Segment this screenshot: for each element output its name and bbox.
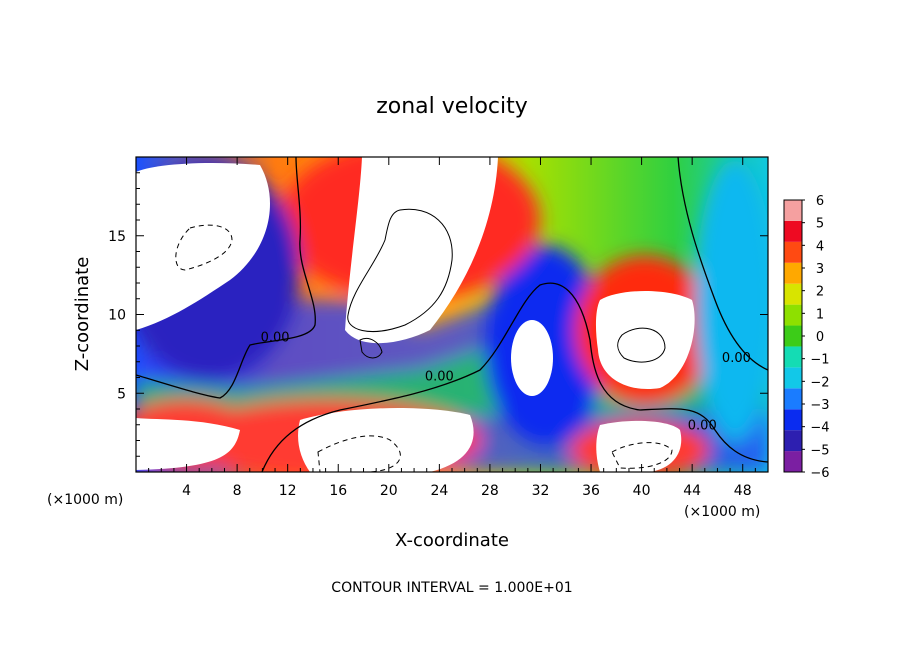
x-tick-label: 44 [683, 483, 701, 499]
contour-dashed-upper [175, 224, 233, 271]
y-tick-label: 10 [108, 308, 126, 324]
contour-dashed-lower-right [611, 442, 673, 469]
contour-small [359, 338, 383, 359]
x-tick-label: 12 [279, 483, 297, 499]
region-westerly-core [595, 291, 695, 390]
colorbar-swatch [784, 430, 802, 452]
chart-title: zonal velocity [376, 94, 528, 119]
zero-contour-right [677, 157, 768, 371]
y-tick-label: 5 [117, 386, 126, 402]
velocity-field [136, 157, 768, 472]
region-westerly-lower-right [596, 420, 682, 472]
contour-label: 0.00 [722, 351, 751, 366]
colorbar-label: 2 [816, 285, 824, 300]
contour-label: 0.00 [688, 418, 717, 433]
x-unit-left: (×1000 m) [47, 492, 123, 508]
colorbar-label: 4 [816, 239, 824, 254]
contour-upper-middle [347, 208, 453, 333]
region-easterly-core [511, 320, 553, 396]
colorbar-label: 1 [816, 307, 824, 322]
colorbar-swatch [784, 200, 802, 221]
right-easterly-band [695, 160, 768, 440]
colorbar-label: −4 [810, 421, 829, 436]
y-tick-label: 15 [108, 229, 126, 245]
contour-label: 0.00 [261, 330, 290, 345]
colorbar-label: −1 [810, 353, 829, 368]
contour-dashed-lower-middle [317, 435, 401, 472]
colorbar-swatch [784, 220, 802, 242]
colorbar: 6 5 4 3 2 1 0 −1 −2 −3 −4 −5 −6 [783, 194, 830, 481]
negative-contours [175, 224, 673, 472]
zero-contour-left [136, 157, 316, 399]
positive-contours [347, 208, 666, 363]
colorbar-swatch [784, 388, 802, 410]
colorbar-label: 0 [816, 330, 824, 345]
x-tick-label: 8 [233, 483, 242, 499]
x-tick-label: 20 [380, 483, 398, 499]
colorbar-swatch [784, 283, 802, 305]
contour-label: 0.00 [425, 370, 454, 385]
region-westerly-lower-left [136, 418, 240, 470]
colorbar-label: −3 [810, 398, 829, 413]
x-tick-label: 28 [481, 483, 499, 499]
colorbar-swatch [784, 241, 802, 263]
colorbar-label: 3 [816, 262, 824, 277]
x-tick-label: 40 [633, 483, 651, 499]
x-tick-label: 4 [182, 483, 191, 499]
colorbar-swatch [784, 325, 802, 347]
colorbar-swatch [784, 367, 802, 389]
y-axis-ticks: 5 10 15 [108, 172, 768, 457]
y-axis-label: Z-coordinate [72, 257, 93, 372]
colorbar-swatch [784, 409, 802, 431]
x-tick-label: 36 [582, 483, 600, 499]
colorbar-label: −6 [810, 466, 829, 481]
colorbar-swatch [784, 451, 802, 472]
contour-core [617, 327, 666, 363]
region-easterly-upper-left [136, 162, 270, 330]
colorbar-swatch [784, 262, 802, 284]
zero-contours [136, 157, 768, 472]
x-axis-label: X-coordinate [395, 530, 509, 551]
x-unit-right: (×1000 m) [684, 504, 760, 520]
colorbar-label: −2 [810, 375, 829, 390]
colorbar-swatch [784, 346, 802, 368]
x-tick-label: 48 [734, 483, 752, 499]
contour-labels: 0.00 0.00 0.00 0.00 [261, 330, 751, 433]
region-westerly-lower-middle [298, 408, 474, 472]
contour-interval-note: CONTOUR INTERVAL = 1.000E+01 [331, 580, 572, 596]
zero-contour-middle [261, 282, 768, 472]
x-tick-label: 32 [532, 483, 550, 499]
x-tick-label: 24 [430, 483, 448, 499]
colorbar-swatch [784, 304, 802, 326]
colorbar-label: 5 [816, 217, 824, 232]
colorbar-label: −5 [810, 443, 829, 458]
x-axis-ticks: 4 8 12 16 20 24 28 32 36 40 44 48 [148, 157, 756, 499]
x-tick-label: 16 [329, 483, 347, 499]
region-westerly-upper-middle [345, 157, 498, 344]
colorbar-label: 6 [816, 194, 824, 209]
